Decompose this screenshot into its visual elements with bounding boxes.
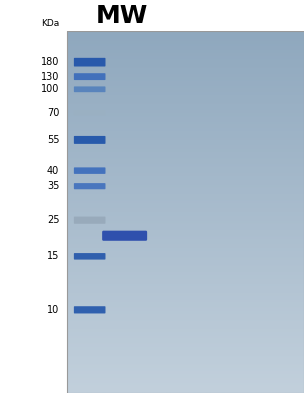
Text: 35: 35 (47, 181, 59, 191)
FancyBboxPatch shape (74, 58, 105, 66)
FancyBboxPatch shape (74, 86, 105, 92)
FancyBboxPatch shape (74, 167, 105, 174)
Text: 40: 40 (47, 165, 59, 176)
Text: 55: 55 (47, 135, 59, 145)
Text: 100: 100 (41, 84, 59, 94)
Text: 130: 130 (41, 72, 59, 82)
Text: MW: MW (96, 4, 148, 28)
Bar (67, 31, 304, 393)
Text: 15: 15 (47, 252, 59, 261)
FancyBboxPatch shape (74, 110, 105, 115)
FancyBboxPatch shape (74, 136, 105, 144)
FancyBboxPatch shape (74, 217, 105, 224)
Text: 10: 10 (47, 305, 59, 315)
FancyBboxPatch shape (74, 73, 105, 80)
FancyBboxPatch shape (102, 231, 147, 241)
FancyBboxPatch shape (74, 253, 105, 260)
Text: 25: 25 (47, 215, 59, 225)
FancyBboxPatch shape (74, 306, 105, 314)
Text: 180: 180 (41, 57, 59, 67)
Text: 70: 70 (47, 108, 59, 118)
FancyBboxPatch shape (74, 183, 105, 189)
Text: KDa: KDa (41, 19, 59, 28)
